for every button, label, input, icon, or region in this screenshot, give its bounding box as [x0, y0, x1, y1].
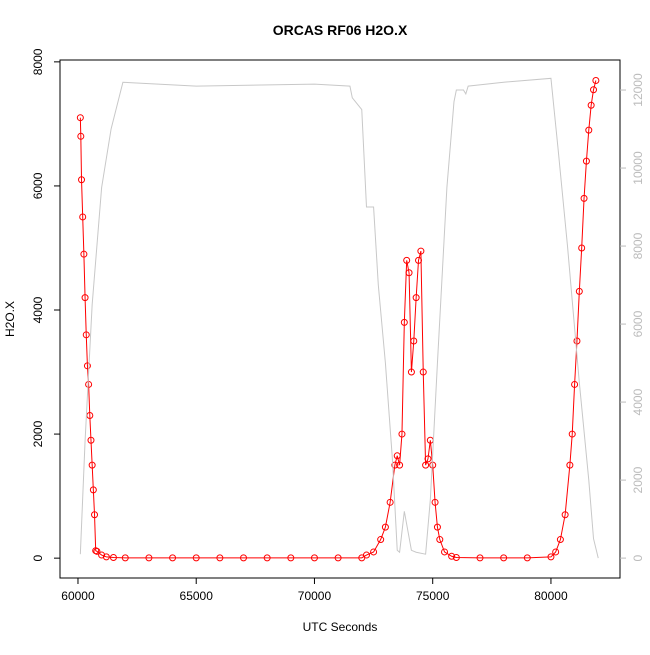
data-point: [396, 461, 404, 469]
data-point: [500, 554, 508, 562]
data-point: [109, 554, 117, 562]
data-point: [145, 554, 153, 562]
data-point: [81, 294, 89, 302]
data-point: [88, 461, 96, 469]
data-point: [121, 554, 129, 562]
x-tick-label: 70000: [298, 589, 332, 603]
data-point: [419, 368, 427, 376]
data-point: [582, 157, 590, 165]
data-point: [592, 76, 600, 84]
data-point: [424, 455, 432, 463]
data-point: [263, 554, 271, 562]
data-point: [405, 269, 413, 277]
y2-tick-label: 6000: [631, 310, 645, 337]
y-tick-label: 2000: [31, 420, 45, 447]
y-tick-label: 4000: [31, 296, 45, 323]
data-point: [91, 511, 99, 519]
data-point: [575, 287, 583, 295]
data-point: [102, 553, 110, 561]
data-point: [448, 552, 456, 560]
data-point: [585, 126, 593, 134]
data-point: [523, 554, 531, 562]
data-point: [552, 548, 560, 556]
chart-title: ORCAS RF06 H2O.X: [273, 22, 408, 38]
data-point: [410, 337, 418, 345]
data-point: [240, 554, 248, 562]
data-point: [398, 430, 406, 438]
y2-tick-label: 4000: [631, 388, 645, 415]
plot-box: [59, 59, 621, 579]
data-point: [476, 554, 484, 562]
data-point: [362, 551, 370, 559]
y2-tick-label: 12000: [631, 73, 645, 107]
y-tick-label: 6000: [31, 172, 45, 199]
data-point: [400, 318, 408, 326]
y-axis-label: H2O.X: [3, 301, 17, 337]
data-point: [77, 132, 85, 140]
data-point: [556, 536, 564, 544]
data-point: [573, 337, 581, 345]
data-point: [403, 256, 411, 264]
data-point: [580, 194, 588, 202]
data-point: [93, 547, 101, 555]
data-point: [452, 554, 460, 562]
data-point: [216, 554, 224, 562]
data-point: [377, 536, 385, 544]
data-point: [169, 554, 177, 562]
data-point: [412, 294, 420, 302]
data-point: [370, 548, 378, 556]
data-point: [391, 461, 399, 469]
data-point: [79, 213, 87, 221]
x-tick-label: 80000: [534, 589, 568, 603]
data-point: [561, 511, 569, 519]
x-tick-label: 75000: [416, 589, 450, 603]
y2-tick-label: 0: [631, 554, 645, 561]
data-point: [568, 430, 576, 438]
x-tick-label: 60000: [61, 589, 95, 603]
data-line: [79, 77, 599, 559]
data-point: [422, 461, 430, 469]
y2-tick-label: 2000: [631, 466, 645, 493]
data-point: [415, 256, 423, 264]
data-point: [386, 498, 394, 506]
data-point: [192, 554, 200, 562]
data-point: [287, 554, 295, 562]
x-axis-label: UTC Seconds: [303, 620, 378, 634]
data-point: [87, 436, 95, 444]
data-line: [79, 80, 597, 559]
y-tick-label: 8000: [31, 48, 45, 75]
data-point: [393, 452, 401, 460]
data-point: [76, 114, 84, 122]
data-point: [547, 553, 555, 561]
data-point: [78, 176, 86, 184]
data-point: [407, 368, 415, 376]
data-point: [334, 554, 342, 562]
data-point: [578, 244, 586, 252]
data-point: [571, 380, 579, 388]
data-point: [436, 536, 444, 544]
data-point: [417, 247, 425, 255]
data-point: [431, 498, 439, 506]
data-point: [566, 461, 574, 469]
data-point: [83, 362, 91, 370]
data-point: [441, 548, 449, 556]
data-point: [381, 523, 389, 531]
y2-tick-label: 8000: [631, 232, 645, 259]
data-point: [80, 250, 88, 258]
data-point: [590, 86, 598, 94]
data-point: [587, 101, 595, 109]
y2-tick-label: 10000: [631, 151, 645, 185]
y-tick-label: 0: [31, 554, 45, 561]
data-point: [310, 554, 318, 562]
data-point: [82, 331, 90, 339]
data-point: [89, 486, 97, 494]
data-point: [98, 551, 106, 559]
x-tick-label: 65000: [180, 589, 214, 603]
data-point: [433, 523, 441, 531]
